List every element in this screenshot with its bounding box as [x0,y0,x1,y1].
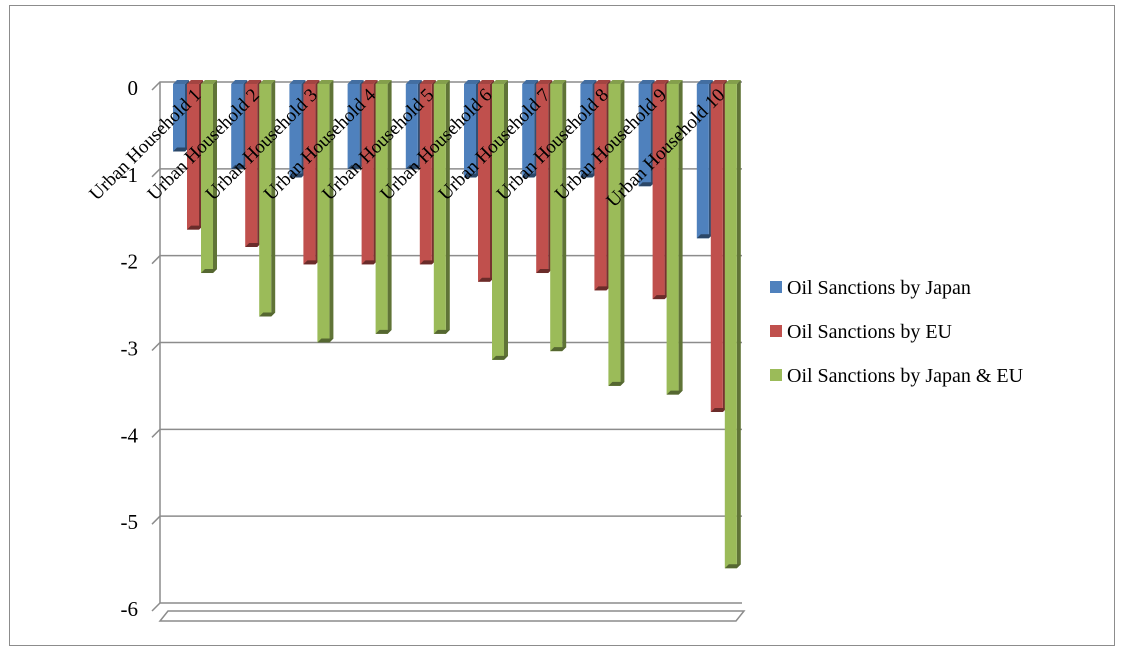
legend-swatch [770,281,782,293]
y-axis-ticks: 0 -1 -2 -3 -4 -5 -6 [121,76,139,621]
legend-item: Oil Sanctions by EU [770,321,953,343]
legend-item: Oil Sanctions by Japan & EU [770,365,1024,387]
y-tick-label: -2 [121,250,139,274]
legend-swatch [770,369,782,381]
bar [259,80,276,317]
bar [724,80,741,569]
bar [710,80,727,412]
gridline [151,341,742,352]
bar [317,80,334,343]
y-tick-label: -6 [121,597,139,621]
gridline [151,428,742,438]
bar [550,80,567,352]
legend-label: Oil Sanctions by Japan [787,277,971,299]
y-tick-label: -5 [121,510,139,534]
y-tick-label: 0 [128,76,139,100]
legend-label: Oil Sanctions by Japan & EU [787,365,1024,387]
gridline [151,515,742,525]
bar [666,80,683,395]
bar [433,80,450,334]
chart-floor [158,610,746,622]
bars-group [173,80,741,569]
legend: Oil Sanctions by Japan Oil Sanctions by E… [770,277,1024,387]
y-tick-label: -3 [121,337,139,361]
y-tick-label: -4 [121,423,139,447]
legend-swatch [770,325,782,337]
bar [201,80,217,274]
y-tick-label: -1 [121,163,139,187]
gridline [151,602,742,612]
bar [492,80,508,360]
bar [375,80,392,334]
legend-item: Oil Sanctions by Japan [770,277,971,299]
legend-label: Oil Sanctions by EU [787,321,953,343]
bar [405,80,422,169]
bar [608,80,625,386]
chart-floor-edge [158,610,746,622]
